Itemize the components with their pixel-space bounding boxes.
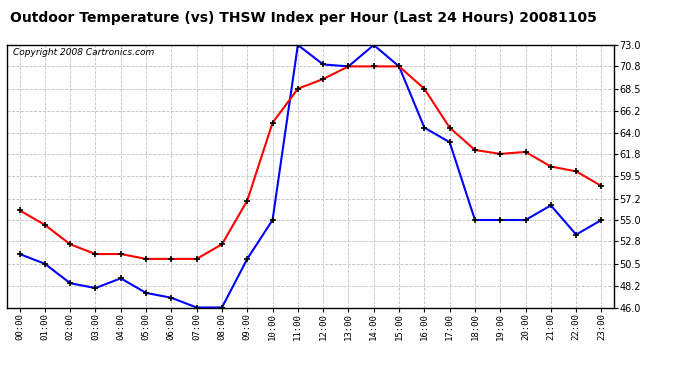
Text: Copyright 2008 Cartronics.com: Copyright 2008 Cartronics.com <box>13 48 155 57</box>
Text: Outdoor Temperature (vs) THSW Index per Hour (Last 24 Hours) 20081105: Outdoor Temperature (vs) THSW Index per … <box>10 11 597 25</box>
